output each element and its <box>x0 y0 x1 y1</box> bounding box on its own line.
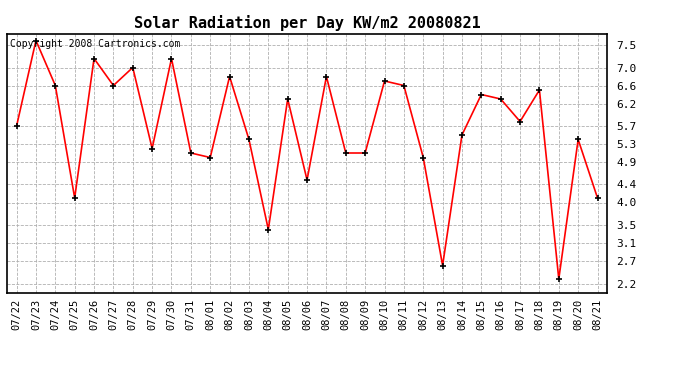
Title: Solar Radiation per Day KW/m2 20080821: Solar Radiation per Day KW/m2 20080821 <box>134 15 480 31</box>
Text: Copyright 2008 Cartronics.com: Copyright 2008 Cartronics.com <box>10 39 180 49</box>
